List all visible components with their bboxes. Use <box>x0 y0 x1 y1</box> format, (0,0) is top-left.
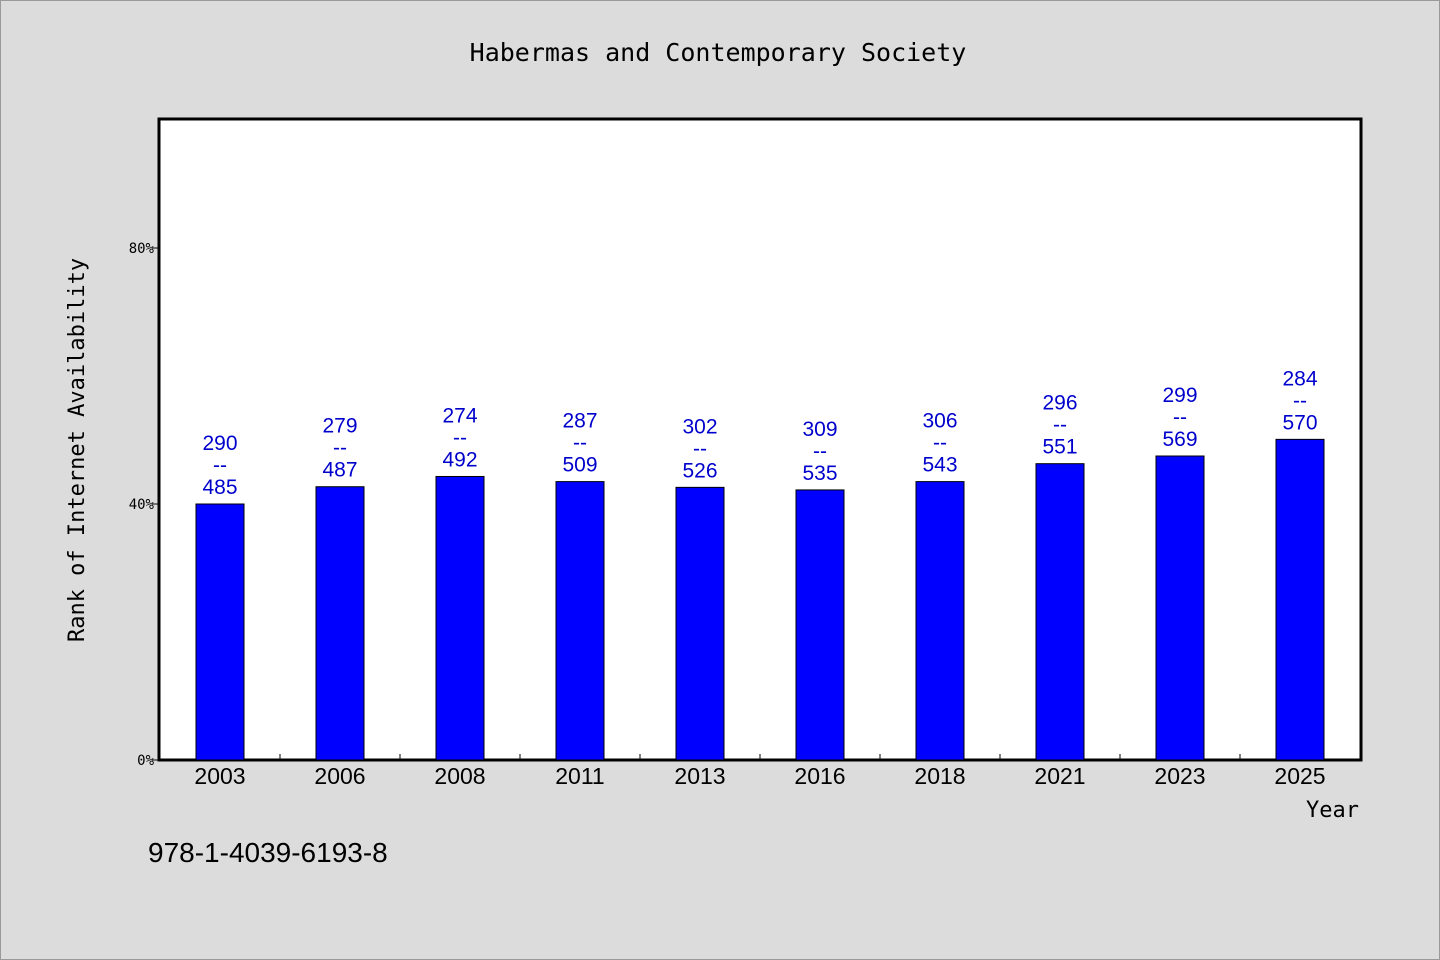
data-label-2021-1: -- <box>1053 414 1067 437</box>
data-label-2008-2: 492 <box>442 448 477 471</box>
data-label-2003-2: 485 <box>202 476 237 499</box>
data-label-2016-2: 535 <box>802 462 837 485</box>
x-axis-ticks: 2003 2006 2008 2011 2013 2016 2018 2021 2023 2025 <box>194 754 1326 789</box>
x-tick-label-2006: 2006 <box>314 763 365 789</box>
y-axis-label: Rank of Internet Availability <box>65 258 90 642</box>
data-label-2003-1: -- <box>213 454 227 477</box>
data-label-2021-0: 296 <box>1042 392 1077 415</box>
data-labels-group: 290--485279--487274--492287--509302--526… <box>202 367 1317 499</box>
data-label-2023-0: 299 <box>1162 384 1197 407</box>
isbn-text: 978-1-4039-6193-8 <box>148 837 388 868</box>
data-label-2018-2: 543 <box>922 454 957 477</box>
data-label-2021-2: 551 <box>1042 436 1077 459</box>
data-label-2008-0: 274 <box>442 404 477 427</box>
x-tick-label-2018: 2018 <box>914 763 965 789</box>
data-label-2013-1: -- <box>693 437 707 460</box>
data-label-2006-2: 487 <box>322 459 357 482</box>
data-label-2013-2: 526 <box>682 459 717 482</box>
bar-2003 <box>195 503 245 761</box>
bar-2011 <box>555 481 605 761</box>
bar-2013 <box>675 486 725 761</box>
x-tick-label-2016: 2016 <box>794 763 845 789</box>
bar-2006 <box>315 486 365 761</box>
data-label-2023-1: -- <box>1173 406 1187 429</box>
data-label-2018-0: 306 <box>922 410 957 433</box>
data-label-2006-0: 279 <box>322 415 357 438</box>
bar-2021 <box>1035 463 1085 761</box>
x-tick-label-2021: 2021 <box>1034 763 1085 789</box>
data-label-2016-1: -- <box>813 440 827 463</box>
x-tick-label-2013: 2013 <box>674 763 725 789</box>
chart-title: Habermas and Contemporary Society <box>470 38 967 67</box>
data-label-2025-2: 570 <box>1282 411 1317 434</box>
y-tick-label-2: 80% <box>129 241 155 257</box>
bar-2018 <box>915 481 965 761</box>
data-label-2018-1: -- <box>933 432 947 455</box>
data-label-2008-1: -- <box>453 426 467 449</box>
x-axis-label: Year <box>1306 798 1359 823</box>
bar-2008 <box>435 475 485 761</box>
data-label-2011-1: -- <box>573 432 587 455</box>
y-tick-label-1: 40% <box>129 497 155 513</box>
x-tick-label-2011: 2011 <box>555 763 604 789</box>
x-tick-label-2025: 2025 <box>1274 763 1325 789</box>
data-label-2013-0: 302 <box>682 415 717 438</box>
data-label-2003-0: 290 <box>202 432 237 455</box>
data-label-2006-1: -- <box>333 437 347 460</box>
bar-2016 <box>795 489 845 761</box>
bars-group <box>195 438 1325 761</box>
x-tick-label-2003: 2003 <box>194 763 245 789</box>
data-label-2025-1: -- <box>1293 389 1307 412</box>
data-label-2011-2: 509 <box>562 454 597 477</box>
y-tick-label-0: 0% <box>137 753 154 769</box>
data-label-2011-0: 287 <box>562 410 597 433</box>
bar-2023 <box>1155 455 1205 761</box>
x-tick-label-2008: 2008 <box>434 763 485 789</box>
data-label-2016-0: 309 <box>802 418 837 441</box>
x-tick-label-2023: 2023 <box>1154 763 1205 789</box>
bar-2025 <box>1275 438 1325 761</box>
data-label-2025-0: 284 <box>1282 367 1317 390</box>
y-axis-ticks: 0% 40% 80% <box>129 241 160 769</box>
data-label-2023-2: 569 <box>1162 428 1197 451</box>
